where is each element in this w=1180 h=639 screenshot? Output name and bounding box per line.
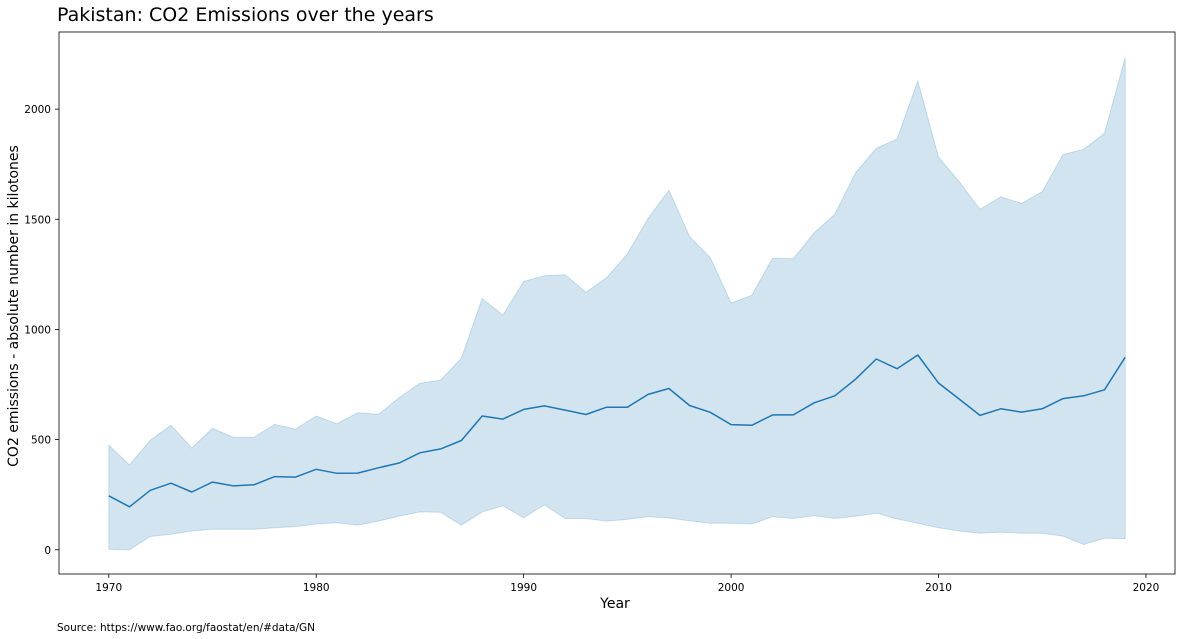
data-point-1984	[398, 462, 400, 464]
x-tick-label: 1970	[95, 582, 122, 594]
data-point-1975	[211, 481, 213, 483]
data-point-2013	[1000, 408, 1002, 410]
x-tick-label: 2010	[925, 582, 952, 594]
data-point-1999	[709, 411, 711, 413]
data-point-2005	[834, 395, 836, 397]
data-point-2008	[896, 368, 898, 370]
y-axis-label: CO2 emissions - absolute number in kilot…	[6, 145, 22, 467]
y-tick-label: 2000	[24, 104, 51, 116]
data-point-1981	[336, 472, 338, 474]
data-point-2014	[1020, 411, 1022, 413]
data-point-1983	[377, 467, 379, 469]
chart-title: Pakistan: CO2 Emissions over the years	[57, 4, 434, 26]
data-point-1974	[191, 491, 193, 493]
data-point-2012	[979, 414, 981, 416]
data-point-2018	[1103, 389, 1105, 391]
data-point-2006	[854, 378, 856, 380]
data-point-2007	[875, 358, 877, 360]
data-point-1979	[294, 476, 296, 478]
y-axis-ticks: 0 500 1000 1500 2000	[24, 104, 59, 557]
data-point-2000	[730, 423, 732, 425]
data-point-1973	[170, 482, 172, 484]
data-point-1993	[585, 413, 587, 415]
data-point-1986	[440, 448, 442, 450]
source-note: Source: https://www.fao.org/faostat/en/#…	[57, 622, 315, 634]
series-line	[108, 354, 1126, 508]
data-point-2017	[1083, 395, 1085, 397]
data-point-1977	[253, 484, 255, 486]
data-point-1995	[626, 406, 628, 408]
x-tick-label: 2020	[1133, 582, 1160, 594]
y-tick-label: 500	[31, 435, 51, 447]
data-point-1978	[274, 475, 276, 477]
plot-area: 1970 1980 1990 2000 2010 2020 0 500 1000 1500 200…	[24, 31, 1176, 594]
plot-frame	[58, 31, 1176, 575]
data-point-2019	[1124, 356, 1126, 358]
x-tick-label: 1980	[303, 582, 330, 594]
data-point-1996	[647, 393, 649, 395]
data-point-2010	[937, 382, 939, 384]
data-point-2015	[1041, 408, 1043, 410]
confidence-band	[108, 57, 1126, 551]
data-point-2011	[958, 398, 960, 400]
data-point-2003	[792, 414, 794, 416]
data-point-1994	[605, 406, 607, 408]
data-point-1992	[564, 409, 566, 411]
data-point-1982	[357, 472, 359, 474]
data-point-2004	[813, 402, 815, 404]
data-point-1988	[481, 415, 483, 417]
data-point-1971	[128, 506, 130, 508]
data-point-1991	[543, 405, 545, 407]
data-point-1987	[460, 439, 462, 441]
x-axis-ticks: 1970 1980 1990 2000 2010 2020	[95, 574, 1159, 594]
data-point-1990	[523, 408, 525, 410]
data-point-2002	[771, 414, 773, 416]
y-tick-label: 1000	[24, 324, 51, 336]
data-point-1998	[688, 404, 690, 406]
y-tick-label: 0	[44, 545, 51, 557]
data-point-1997	[668, 387, 670, 389]
confidence-band-layer	[108, 57, 1126, 551]
series-line-layer	[108, 354, 1126, 508]
y-tick-label: 1500	[24, 214, 51, 226]
data-point-1972	[149, 489, 151, 491]
data-point-1980	[315, 468, 317, 470]
data-point-1970	[108, 495, 110, 497]
x-axis-label: Year	[599, 596, 630, 612]
data-point-1989	[502, 418, 504, 420]
data-point-2009	[917, 354, 919, 356]
x-tick-label: 2000	[718, 582, 745, 594]
data-point-1976	[232, 485, 234, 487]
data-point-2016	[1062, 397, 1064, 399]
data-point-2001	[751, 424, 753, 426]
x-tick-label: 1990	[510, 582, 537, 594]
data-point-1985	[419, 452, 421, 454]
